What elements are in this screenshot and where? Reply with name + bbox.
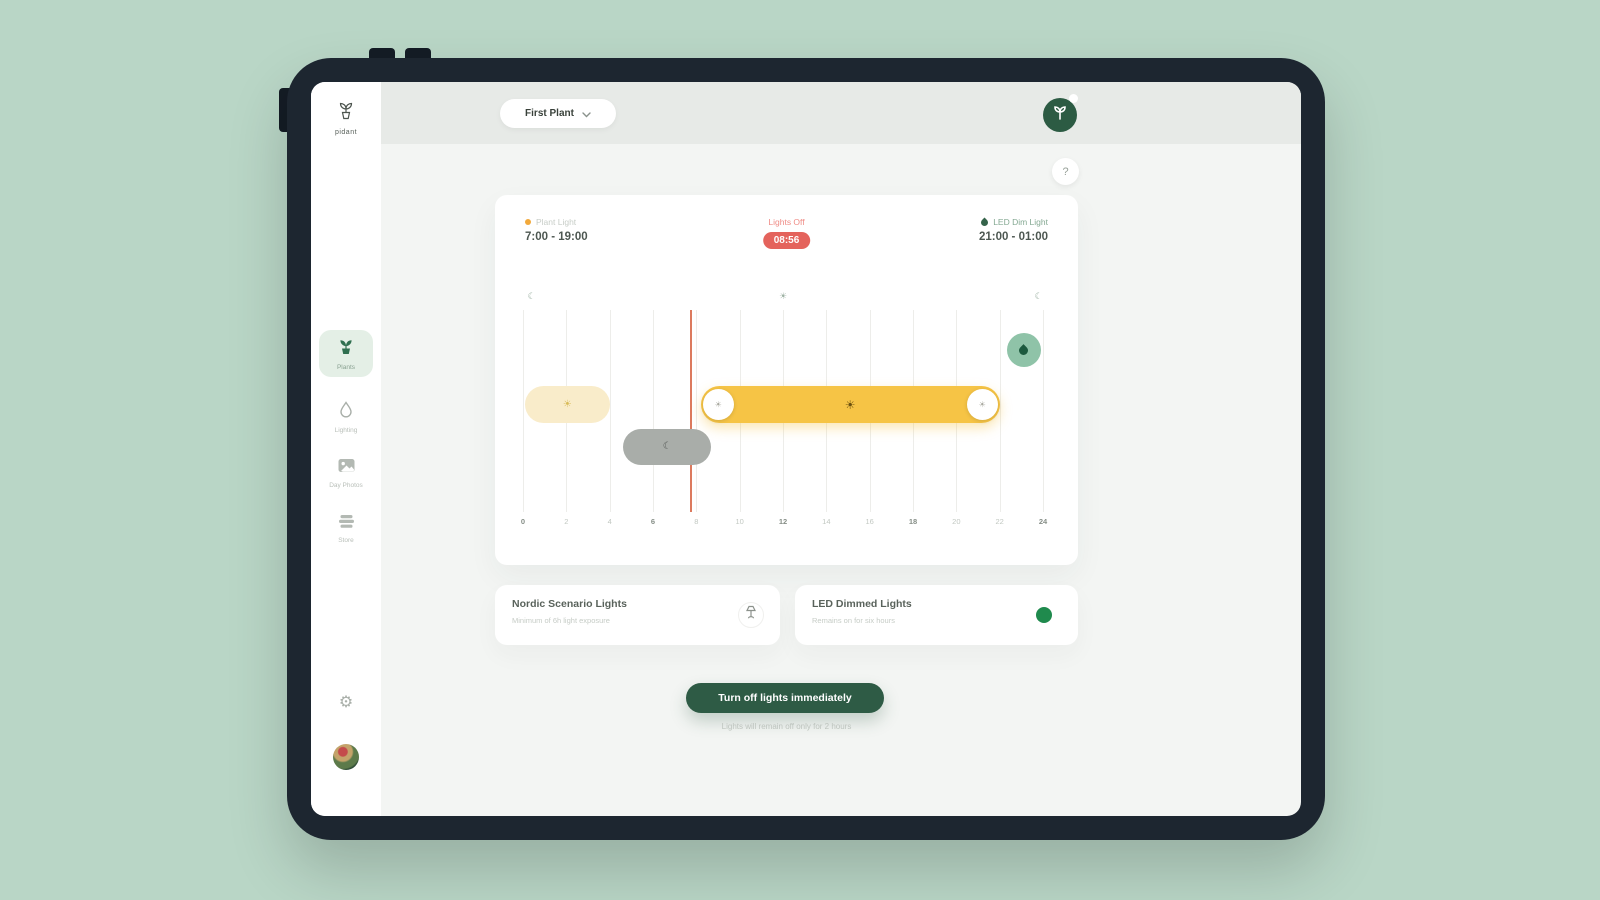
hour-label: 20 bbox=[952, 517, 961, 526]
notification-dot bbox=[1069, 94, 1078, 103]
sidebar-item-lighting[interactable]: Lighting bbox=[319, 400, 373, 434]
lights-off-label: Lights Off bbox=[768, 217, 805, 227]
scenario-subtitle: Minimum of 6h light exposure bbox=[512, 616, 610, 625]
action-caption: Lights will remain off only for 2 hours bbox=[721, 722, 852, 731]
scenario-title: Nordic Scenario Lights bbox=[512, 598, 627, 610]
hour-label: 10 bbox=[735, 517, 744, 526]
help-label: ? bbox=[1062, 165, 1069, 178]
scenario-card-led[interactable]: LED Dimmed Lights Remains on for six hou… bbox=[795, 585, 1078, 645]
plant-selector-dropdown[interactable]: First Plant bbox=[500, 99, 616, 128]
water-drop-icon bbox=[1017, 343, 1030, 357]
tablet-frame: First Plant pidant bbox=[287, 58, 1325, 840]
led-dim-time: 21:00 - 01:00 bbox=[978, 231, 1048, 243]
chevron-down-icon bbox=[582, 105, 591, 123]
scenario-subtitle: Remains on for six hours bbox=[812, 616, 895, 625]
settings-gear-icon[interactable]: ⚙ bbox=[338, 694, 354, 711]
sun-icon: ☀ bbox=[562, 398, 572, 410]
sun-icon: ☀ bbox=[978, 399, 986, 409]
hour-label: 18 bbox=[908, 517, 918, 526]
app-logo-text: pidant bbox=[334, 129, 358, 136]
photo-icon bbox=[337, 459, 356, 478]
hour-label: 4 bbox=[607, 517, 612, 526]
drag-handle-cap-left[interactable]: ☀ bbox=[702, 389, 734, 420]
sun-icon: ☀ bbox=[714, 399, 722, 409]
sun-icon: ☀ bbox=[844, 397, 856, 412]
timeline-event-night-dim-period[interactable]: ☾ bbox=[622, 429, 712, 465]
water-drop-icon bbox=[338, 401, 354, 423]
turn-off-lights-button[interactable]: Turn off lights immediately bbox=[686, 683, 884, 713]
status-dot[interactable] bbox=[1036, 607, 1052, 623]
hour-label: 6 bbox=[650, 517, 656, 526]
gridline bbox=[999, 310, 1001, 512]
plant-selector-value: First Plant bbox=[525, 108, 574, 119]
gridline bbox=[1043, 310, 1044, 512]
plant-light-label: Plant Light bbox=[536, 217, 577, 227]
sidebar-item-label: Lighting bbox=[334, 427, 358, 434]
hour-label: 22 bbox=[995, 517, 1004, 526]
sidebar-item-label: Plants bbox=[336, 364, 356, 371]
timeline-track[interactable]: ☀ ☾ ☀ ☀ ☀ bbox=[523, 310, 1044, 512]
stack-icon bbox=[337, 515, 356, 533]
plant-light-summary: Plant Light 7:00 - 19:00 bbox=[525, 217, 588, 243]
gridline bbox=[523, 310, 524, 512]
sidebar-item-day-photos[interactable]: Day Photos bbox=[319, 457, 373, 489]
lights-off-countdown-badge: 08:56 bbox=[762, 232, 811, 249]
topbar: First Plant bbox=[381, 82, 1301, 144]
timeline-day-markers: ☾ ☀ ☾ bbox=[523, 291, 1043, 305]
plant-light-dot-icon bbox=[525, 219, 531, 225]
sprout-icon bbox=[1051, 104, 1069, 127]
plant-logo-icon bbox=[334, 102, 358, 126]
timeline-hour-labels: 0 2 4 6 8 10 12 14 16 18 20 22 24 bbox=[520, 517, 1047, 529]
led-dim-summary: LED Dim Light 21:00 - 01:00 bbox=[979, 217, 1048, 243]
lights-off-summary: Lights Off 08:56 bbox=[762, 217, 811, 249]
moon-icon: ☾ bbox=[1034, 291, 1043, 301]
hour-label: 16 bbox=[865, 517, 874, 526]
light-schedule-card: Plant Light 7:00 - 19:00 Lights Off 08:5… bbox=[495, 195, 1078, 565]
sidebar: pidant Plants Lighting bbox=[311, 82, 381, 816]
app-logo: pidant bbox=[311, 100, 381, 136]
gridline bbox=[609, 310, 611, 512]
help-button[interactable]: ? bbox=[1052, 158, 1079, 185]
moon-icon: ☾ bbox=[527, 291, 536, 301]
sidebar-item-store[interactable]: Store bbox=[319, 514, 373, 544]
hour-label: 8 bbox=[694, 517, 699, 526]
gridline bbox=[696, 310, 698, 512]
hour-label: 14 bbox=[822, 517, 831, 526]
drag-handle-cap-right[interactable]: ☀ bbox=[966, 389, 998, 420]
scenario-card-nordic[interactable]: Nordic Scenario Lights Minimum of 6h lig… bbox=[495, 585, 780, 645]
hour-label: 2 bbox=[564, 517, 569, 526]
timeline-event-led-dim-marker[interactable] bbox=[1006, 333, 1041, 367]
app-screen: First Plant pidant bbox=[311, 82, 1301, 816]
current-time-line bbox=[689, 310, 692, 512]
hour-label: 12 bbox=[778, 517, 788, 526]
timeline-event-early-morning-light[interactable]: ☀ bbox=[525, 386, 610, 423]
sidebar-item-label: Day Photos bbox=[329, 482, 363, 489]
sun-icon: ☀ bbox=[778, 291, 788, 301]
gridline bbox=[653, 310, 654, 512]
plant-icon bbox=[336, 340, 356, 360]
profile-avatar[interactable] bbox=[333, 744, 359, 770]
plant-light-time: 7:00 - 19:00 bbox=[525, 231, 588, 243]
led-dim-label: LED Dim Light bbox=[993, 217, 1048, 227]
lamp-toggle-button[interactable] bbox=[738, 602, 764, 628]
sidebar-item-label: Store bbox=[338, 537, 354, 544]
leaf-drop-icon bbox=[979, 217, 990, 227]
hour-label: 0 bbox=[520, 517, 526, 526]
sidebar-item-plants[interactable]: Plants bbox=[319, 330, 373, 377]
lamp-icon bbox=[745, 605, 757, 625]
moon-icon: ☾ bbox=[662, 441, 672, 452]
hour-label: 24 bbox=[1038, 517, 1048, 526]
user-avatar[interactable] bbox=[1043, 98, 1077, 132]
timeline-event-plant-light-period[interactable]: ☀ ☀ ☀ bbox=[700, 386, 1000, 423]
scenario-title: LED Dimmed Lights bbox=[812, 598, 912, 610]
